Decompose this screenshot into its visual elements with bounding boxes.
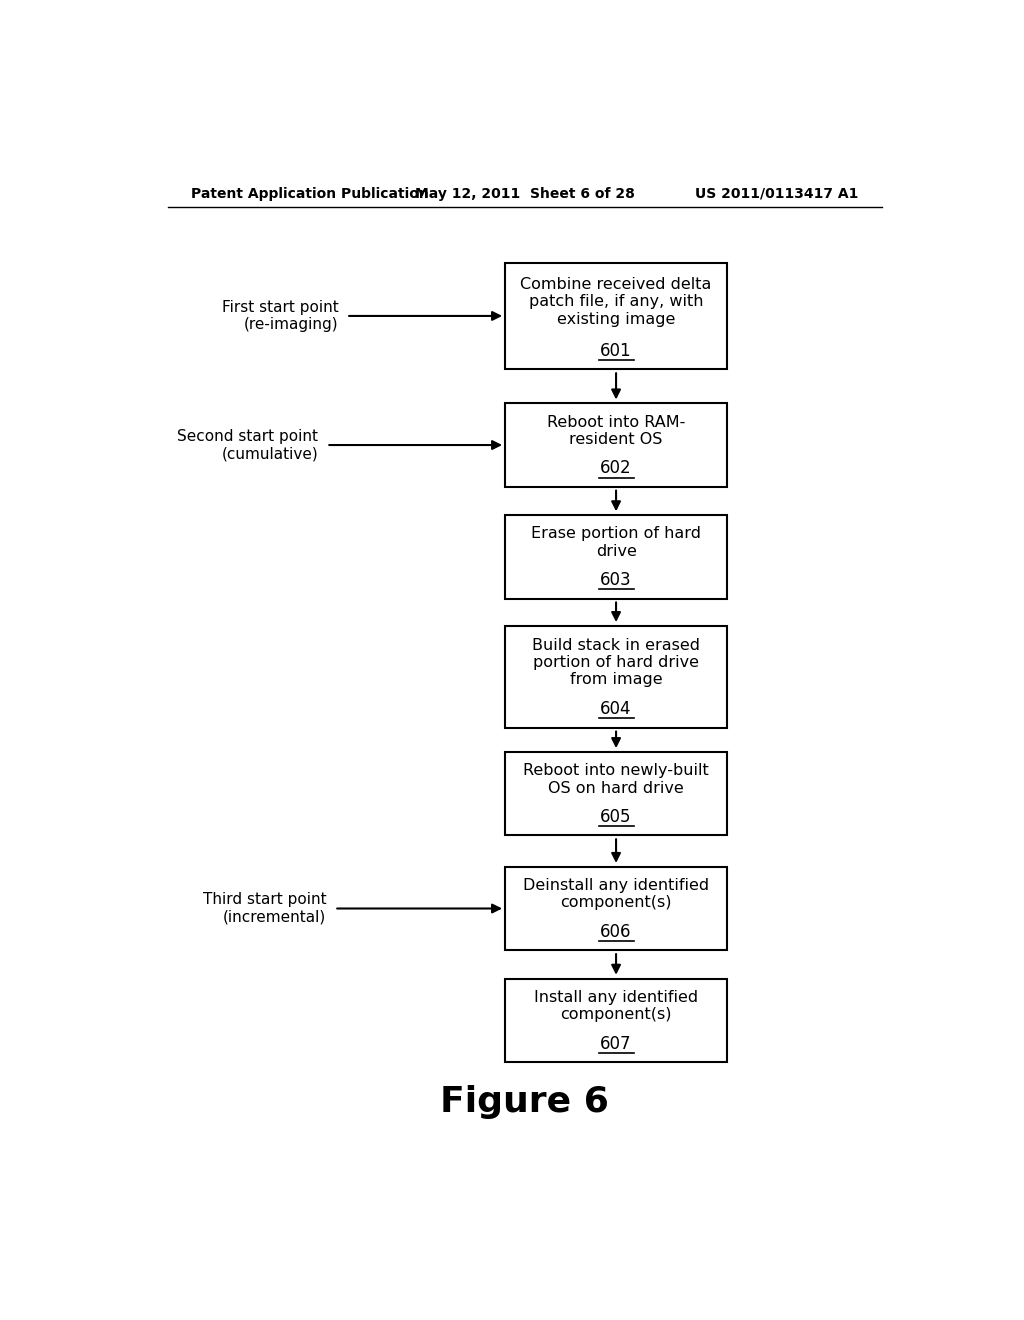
Text: Patent Application Publication: Patent Application Publication bbox=[191, 187, 429, 201]
Text: Third start point
(incremental): Third start point (incremental) bbox=[203, 892, 327, 925]
Text: 602: 602 bbox=[600, 459, 632, 478]
Bar bbox=[505, 867, 727, 950]
Text: 607: 607 bbox=[600, 1035, 632, 1052]
Text: 603: 603 bbox=[600, 572, 632, 589]
Bar bbox=[505, 978, 727, 1063]
Bar bbox=[505, 515, 727, 598]
Text: Reboot into newly-built
OS on hard drive: Reboot into newly-built OS on hard drive bbox=[523, 763, 709, 796]
Bar bbox=[505, 626, 727, 727]
Text: 601: 601 bbox=[600, 342, 632, 360]
Text: Reboot into RAM-
resident OS: Reboot into RAM- resident OS bbox=[547, 414, 685, 447]
Bar bbox=[505, 404, 727, 487]
Text: May 12, 2011  Sheet 6 of 28: May 12, 2011 Sheet 6 of 28 bbox=[415, 187, 635, 201]
Text: Figure 6: Figure 6 bbox=[440, 1085, 609, 1118]
Text: Build stack in erased
portion of hard drive
from image: Build stack in erased portion of hard dr… bbox=[532, 638, 700, 688]
Text: Second start point
(cumulative): Second start point (cumulative) bbox=[177, 429, 318, 461]
Bar bbox=[505, 263, 727, 370]
Text: First start point
(re-imaging): First start point (re-imaging) bbox=[221, 300, 338, 333]
Text: 605: 605 bbox=[600, 808, 632, 826]
Bar bbox=[505, 752, 727, 836]
Text: US 2011/0113417 A1: US 2011/0113417 A1 bbox=[694, 187, 858, 201]
Text: 604: 604 bbox=[600, 701, 632, 718]
Text: Combine received delta
patch file, if any, with
existing image: Combine received delta patch file, if an… bbox=[520, 277, 712, 326]
Text: Deinstall any identified
component(s): Deinstall any identified component(s) bbox=[523, 878, 710, 911]
Text: 606: 606 bbox=[600, 923, 632, 941]
Text: Install any identified
component(s): Install any identified component(s) bbox=[534, 990, 698, 1022]
Text: Erase portion of hard
drive: Erase portion of hard drive bbox=[531, 527, 701, 558]
